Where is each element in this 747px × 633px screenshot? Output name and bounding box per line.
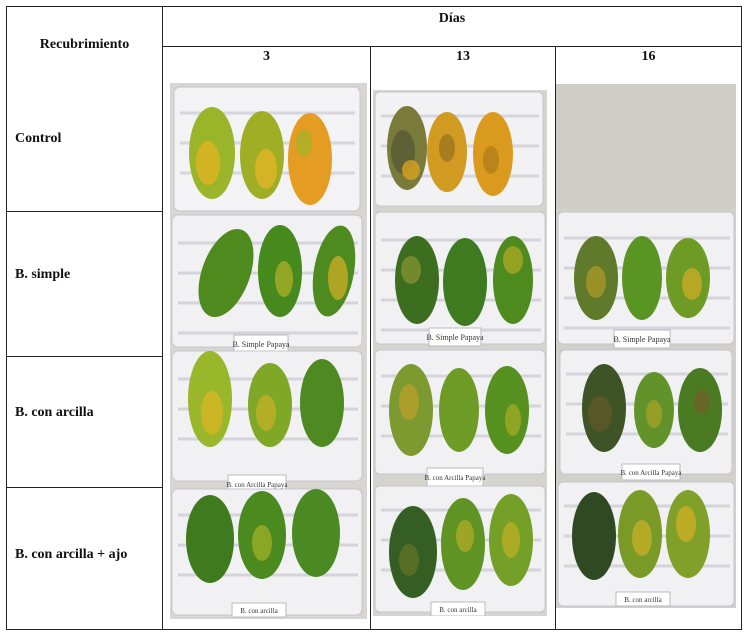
crate-arcilla-day3: B. con Arcilla Papaya [171,350,363,494]
crate-b-simple-day3: B. Simple Papaya [171,214,363,354]
tag-arcilla-day3: B. con Arcilla Papaya [226,481,288,489]
empty-control-day16 [556,84,736,208]
vline-col-13 [370,46,371,629]
hline-header-top [162,46,741,47]
row-label-b-con-arcilla: B. con arcilla [15,405,94,420]
day-13-header: 13 [456,49,470,64]
crate-b-simple-day13: B. Simple Papaya [374,211,546,347]
photo-day16-column: B. Simple Papaya B. con Arcilla Papaya [556,84,736,608]
days-header: Días [438,11,466,26]
tag-simple-day3: B. Simple Papaya [232,340,290,349]
tag-arcilla-day13: B. con Arcilla Papaya [424,474,486,482]
row-label-b-con-arcilla-ajo: B. con arcilla + ajo [15,547,128,562]
tag-ajo-day13: B. con arcilla [439,606,477,614]
tag-ajo-day16: B. con arcilla [624,596,662,604]
row-header: Recubrimiento [39,37,130,52]
hline-row-2 [7,356,163,357]
tag-simple-day13: B. Simple Papaya [426,333,484,342]
vline-col-16 [555,46,556,629]
day-3-header: 3 [263,49,270,64]
crate-arcilla-day13: B. con Arcilla Papaya [374,349,546,487]
hline-row-3 [7,487,163,488]
tag-simple-day16: B. Simple Papaya [613,335,671,344]
tag-ajo-day3: B. con arcilla [240,607,278,615]
row-label-control: Control [15,131,62,146]
crate-arcilla-day16: B. con Arcilla Papaya [559,349,733,481]
photo-day3-column: B. Simple Papaya B. con Arcilla Papaya [170,83,367,619]
tag-arcilla-day16: B. con Arcilla Papaya [620,469,682,477]
vline-label-col [162,7,163,629]
hline-row-1 [7,211,163,212]
results-table: Recubrimiento Días 3 13 16 Control B. si… [6,6,742,630]
row-label-b-simple: B. simple [15,267,71,282]
crate-control-day3 [173,86,361,212]
crate-control-day13 [374,91,544,207]
crate-ajo-day13: B. con arcilla [374,485,546,616]
day-16-header: 16 [641,49,656,64]
photo-day13-column: B. Simple Papaya B. con Arcilla Papaya [373,90,547,616]
crate-ajo-day16: B. con arcilla [557,481,735,607]
crate-ajo-day3: B. con arcilla [171,488,363,618]
crate-b-simple-day16: B. Simple Papaya [557,211,735,349]
